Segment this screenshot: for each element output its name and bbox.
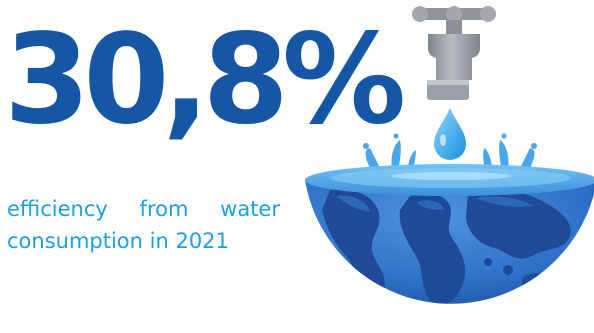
- stat-value: 30,8%: [4, 8, 406, 152]
- caption-word-water: water: [220, 197, 280, 221]
- stat-caption-line-2: consumption in 2021: [7, 229, 229, 253]
- caption-word-efficiency: efficiency: [7, 197, 108, 221]
- globe-bowl-with-faucet-icon: [290, 0, 594, 329]
- caption-word-from: from: [139, 197, 189, 221]
- water-drop-icon: [434, 108, 466, 160]
- stat-caption-line-1: efficiency from water: [7, 193, 280, 225]
- stat-caption: efficiency from water consumption in 202…: [7, 193, 287, 257]
- faucet-icon: [412, 6, 496, 100]
- water-splash-icon: [363, 133, 537, 172]
- globe-bowl: [305, 164, 594, 304]
